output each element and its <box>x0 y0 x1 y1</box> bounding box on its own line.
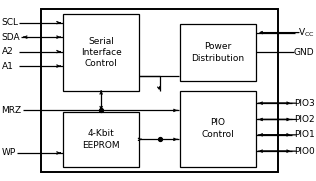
Bar <box>63 14 139 90</box>
Text: WP: WP <box>2 148 16 157</box>
Text: PIO3: PIO3 <box>294 99 314 108</box>
Text: Power
Distribution: Power Distribution <box>191 42 245 63</box>
Text: A2: A2 <box>2 47 13 56</box>
Text: PIO1: PIO1 <box>294 130 314 139</box>
Text: PIO0: PIO0 <box>294 147 314 156</box>
Text: SCL: SCL <box>2 18 19 27</box>
Text: GND: GND <box>294 48 314 57</box>
Text: PIO2: PIO2 <box>294 115 314 124</box>
Bar <box>63 112 139 167</box>
Text: Serial
Interface
Control: Serial Interface Control <box>81 37 121 68</box>
Text: PIO
Control: PIO Control <box>202 118 234 139</box>
Text: V$_\mathregular{CC}$: V$_\mathregular{CC}$ <box>298 26 314 39</box>
Text: SDA: SDA <box>2 33 20 42</box>
Text: A1: A1 <box>2 62 14 71</box>
Bar <box>180 90 256 167</box>
Bar <box>41 9 278 172</box>
Text: 4-Kbit
EEPROM: 4-Kbit EEPROM <box>82 129 120 150</box>
Bar <box>180 24 256 81</box>
Text: MRZ: MRZ <box>2 106 22 115</box>
